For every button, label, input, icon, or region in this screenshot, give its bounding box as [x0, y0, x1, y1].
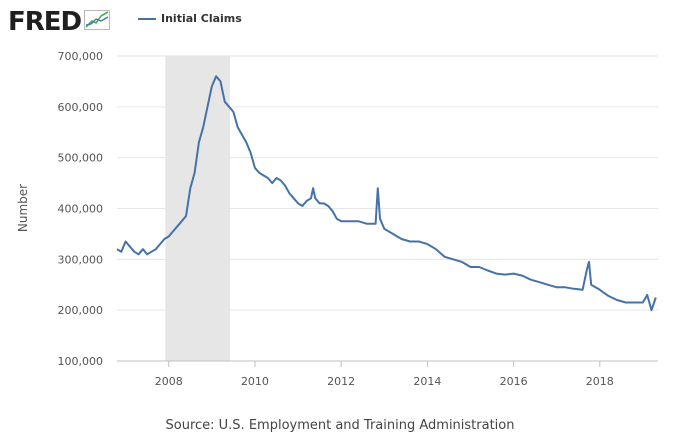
y-tick-label: 500,000 — [58, 152, 104, 165]
y-tick-label: 100,000 — [58, 355, 104, 368]
x-tick-label: 2008 — [155, 375, 183, 388]
axis-layer: 100,000 200,000 300,000 400,000 500,000 600,0… — [58, 50, 614, 388]
series-line-initial-claims — [116, 75, 657, 312]
source-note: Source: U.S. Employment and Training Adm… — [165, 418, 515, 433]
y-tick-label: 200,000 — [58, 304, 104, 317]
logo-text: FRED — [8, 7, 82, 37]
y-axis-title: Number — [16, 184, 30, 232]
y-tick-label: 400,000 — [58, 203, 104, 216]
series-layer — [116, 75, 657, 312]
x-tick-label: 2010 — [241, 375, 269, 388]
x-tick-label: 2014 — [413, 375, 441, 388]
x-tick-label: 2012 — [327, 375, 355, 388]
trend-line-icon — [84, 10, 111, 34]
y-tick-label: 300,000 — [58, 253, 104, 266]
legend: Initial Claims — [138, 12, 242, 25]
y-tick-label: 700,000 — [58, 50, 104, 63]
x-tick-label: 2018 — [586, 375, 614, 388]
chart-header: FRED Initial Claims — [0, 0, 680, 44]
legend-label: Initial Claims — [161, 12, 242, 25]
fred-logo[interactable]: FRED — [8, 5, 111, 39]
legend-swatch — [138, 17, 156, 20]
x-tick-label: 2016 — [500, 375, 528, 388]
y-tick-label: 600,000 — [58, 101, 104, 114]
